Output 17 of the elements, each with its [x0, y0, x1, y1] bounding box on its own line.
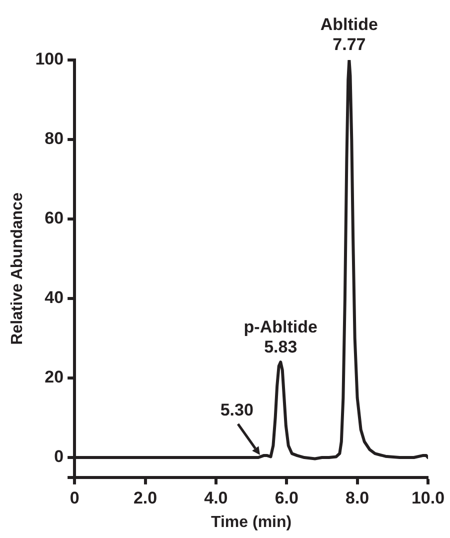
x-tick-label: 6.0 — [274, 488, 298, 508]
y-tick-label: 0 — [54, 447, 64, 466]
x-tick-label: 10.0 — [411, 488, 445, 508]
y-axis-title: Relative Abundance — [9, 192, 26, 345]
x-axis-title: Time (min) — [210, 514, 292, 531]
annotation: p-Abltide 5.83 — [244, 317, 318, 356]
x-tick-label: 8.0 — [345, 488, 370, 508]
x-tick-label: 4.0 — [204, 488, 228, 508]
x-tick-label: 2.0 — [133, 488, 158, 508]
y-tick-label: 40 — [44, 288, 64, 308]
x-tick-label: 0 — [70, 488, 80, 508]
annotation: Abltide 7.77 — [320, 15, 378, 54]
annotation: 5.30 — [220, 400, 254, 420]
y-tick-label: 100 — [35, 50, 64, 69]
y-tick-label: 80 — [44, 129, 64, 148]
y-tick-label: 60 — [44, 208, 64, 228]
y-tick-label: 20 — [44, 368, 64, 387]
